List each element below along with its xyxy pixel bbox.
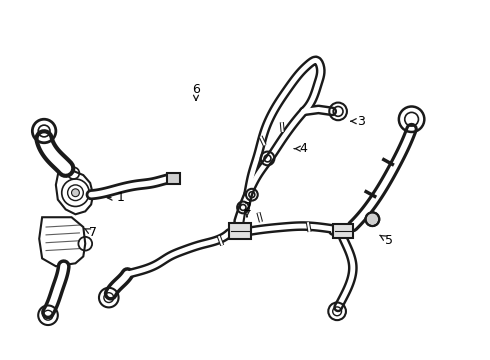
FancyBboxPatch shape xyxy=(167,173,180,184)
FancyBboxPatch shape xyxy=(333,224,353,238)
Text: 1: 1 xyxy=(107,191,124,204)
Text: 4: 4 xyxy=(294,142,308,155)
Text: 5: 5 xyxy=(380,234,393,247)
Text: 2: 2 xyxy=(243,201,251,217)
Circle shape xyxy=(72,189,79,197)
FancyBboxPatch shape xyxy=(229,223,251,239)
Text: 7: 7 xyxy=(84,226,97,239)
Circle shape xyxy=(366,212,379,226)
Text: 6: 6 xyxy=(192,84,200,100)
Text: 3: 3 xyxy=(351,115,365,128)
